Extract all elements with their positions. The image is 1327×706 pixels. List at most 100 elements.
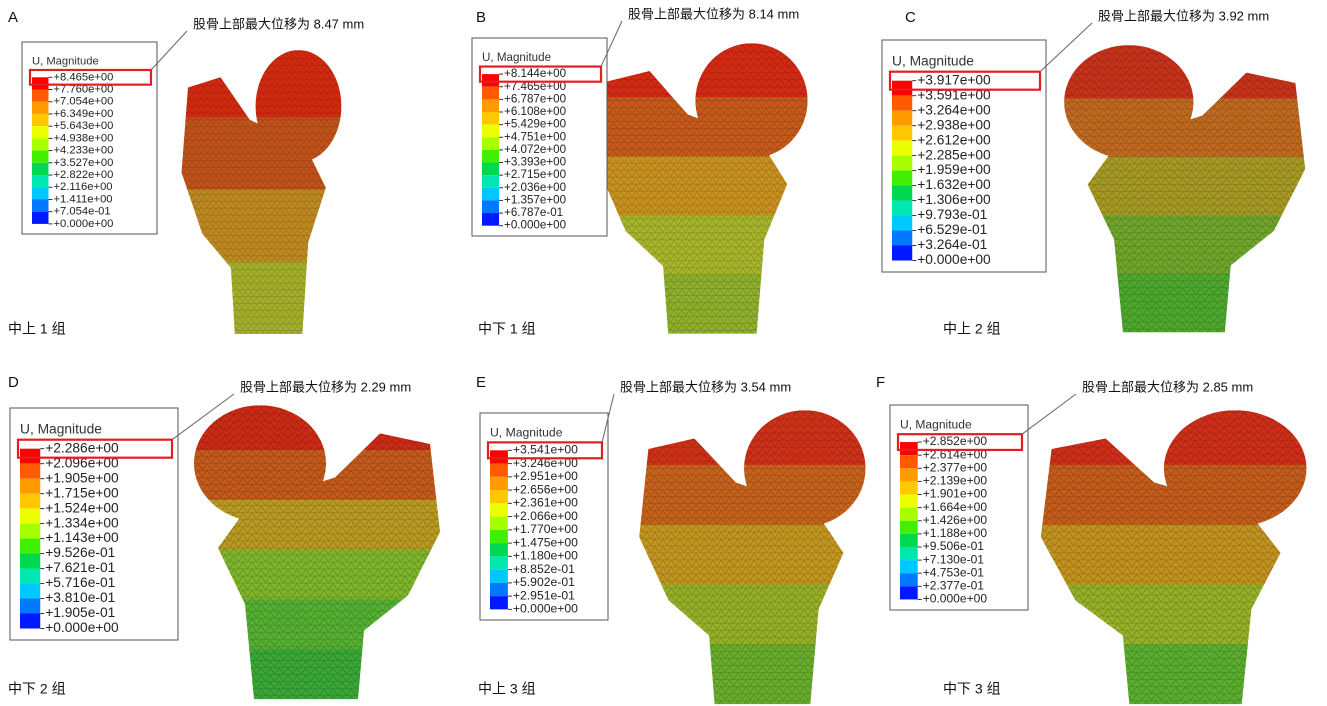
femur-surface: [1030, 405, 1322, 705]
legend-color: [20, 554, 40, 569]
femur-surface: [1050, 40, 1315, 333]
femur-mesh: [590, 38, 820, 334]
legend-color: [32, 163, 48, 175]
legend-value: +2.612e+00: [917, 132, 991, 147]
legend-color: [900, 495, 918, 508]
legend-color: [900, 455, 918, 468]
femur-mesh: [180, 400, 450, 699]
legend-value: +1.770e+00: [513, 522, 578, 536]
legend-color: [20, 614, 40, 629]
legend-value: +0.000e+00: [45, 620, 119, 635]
legend-color: [900, 547, 918, 560]
legend-color: [490, 517, 508, 530]
legend-color: [900, 508, 918, 521]
legend-color: [892, 186, 912, 201]
group-label: 中上 3 组: [478, 681, 536, 697]
legend-value: +6.787e-01: [504, 206, 563, 219]
legend-title: U, Magnitude: [32, 55, 99, 67]
legend-title: U, Magnitude: [490, 426, 563, 440]
legend-value: +6.108e+00: [504, 105, 566, 118]
legend-color: [900, 534, 918, 547]
max-displacement-note: 股骨上部最大位移为 3.92 mm: [1098, 8, 1269, 23]
legend-value: +1.426e+00: [923, 513, 988, 527]
panel-letter: D: [8, 374, 19, 391]
femur-surface: [175, 45, 351, 335]
legend-color: [32, 102, 48, 114]
legend-value: +2.715e+00: [504, 168, 566, 181]
legend-value: +2.286e+00: [45, 440, 119, 455]
legend-value: +2.822e+00: [53, 169, 113, 181]
legend-value: +1.664e+00: [923, 500, 988, 514]
legend-color: [892, 141, 912, 156]
legend-color: [892, 156, 912, 171]
legend-color: [32, 212, 48, 224]
femur-model: [180, 400, 450, 700]
legend-color: [20, 569, 40, 584]
legend-color: [32, 126, 48, 138]
max-displacement-note: 股骨上部最大位移为 2.85 mm: [1082, 379, 1253, 394]
legend-color: [900, 442, 918, 455]
group-label: 中下 1 组: [478, 321, 536, 337]
legend-color: [482, 200, 499, 213]
femur-surface: [630, 405, 878, 705]
legend-title: U, Magnitude: [20, 422, 102, 437]
legend-color: [482, 175, 499, 188]
legend-value: +6.529e-01: [917, 222, 987, 237]
legend-color: [900, 573, 918, 586]
legend-color: [32, 199, 48, 211]
legend-color: [20, 494, 40, 509]
legend-value: +4.233e+00: [53, 145, 113, 157]
legend-value: +2.139e+00: [923, 474, 988, 488]
legend-value: +4.938e+00: [53, 132, 113, 144]
legend-color: [32, 138, 48, 150]
legend-color: [892, 246, 912, 261]
legend-value: +2.852e+00: [923, 434, 988, 448]
max-displacement-note: 股骨上部最大位移为 8.14 mm: [628, 6, 799, 21]
legend-value: +8.852e-01: [513, 562, 575, 576]
legend-value: +7.054e+00: [53, 96, 113, 108]
legend-value: +3.810e-01: [45, 590, 115, 605]
legend-color: [482, 150, 499, 163]
legend-color: [490, 596, 508, 609]
legend-value: +2.938e+00: [917, 117, 991, 132]
legend-value: +4.072e+00: [504, 143, 566, 156]
legend-color: [892, 111, 912, 126]
panel-letter: C: [905, 9, 916, 26]
legend-value: +3.264e-01: [917, 237, 987, 252]
legend-value: +1.411e+00: [53, 193, 112, 205]
legend-value: +5.429e+00: [504, 118, 566, 131]
legend-value: +9.506e-01: [923, 539, 985, 553]
legend-color: [32, 90, 48, 102]
legend-title: U, Magnitude: [900, 417, 972, 431]
legend-value: +7.621e-01: [45, 560, 115, 575]
femur-mesh: [1050, 40, 1315, 332]
legend-color: [892, 231, 912, 246]
legend-color: [20, 509, 40, 524]
legend-value: +1.306e+00: [917, 192, 991, 207]
legend-value: +2.285e+00: [917, 147, 991, 162]
legend-value: +2.116e+00: [53, 181, 112, 193]
legend-color: [490, 583, 508, 596]
legend-color: [482, 99, 499, 112]
legend-value: +2.066e+00: [513, 509, 578, 523]
legend-value: +3.917e+00: [917, 72, 991, 87]
legend-color: [892, 96, 912, 111]
max-displacement-note: 股骨上部最大位移为 8.47 mm: [193, 16, 364, 31]
legend-color: [20, 524, 40, 539]
femur-mesh: [175, 45, 351, 334]
group-label: 中下 2 组: [8, 681, 66, 697]
legend-value: +2.951e-01: [513, 588, 575, 602]
legend-value: +2.951e+00: [513, 469, 578, 483]
leader-line: [1022, 394, 1076, 434]
legend-color: [900, 586, 918, 599]
legend-value: +1.357e+00: [504, 193, 566, 206]
legend-color: [482, 163, 499, 176]
legend-color: [482, 137, 499, 150]
legend-color: [490, 477, 508, 490]
femur-mesh: [1030, 405, 1322, 704]
legend-color: [900, 560, 918, 573]
legend-value: +1.524e+00: [45, 500, 119, 515]
